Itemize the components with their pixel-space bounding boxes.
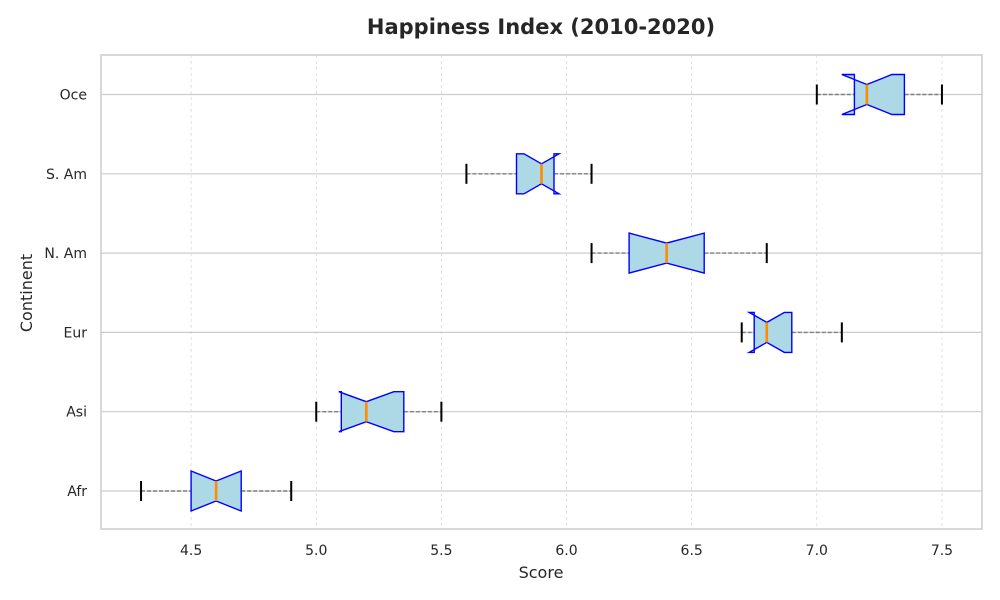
y-tick-label: Eur bbox=[64, 325, 88, 341]
notched-box bbox=[841, 73, 906, 116]
x-tick-label: 6.0 bbox=[555, 543, 577, 559]
y-tick-label: N. Am bbox=[44, 246, 87, 262]
x-tick-label: 7.0 bbox=[806, 543, 828, 559]
grid-layer bbox=[101, 55, 982, 529]
box-afr bbox=[140, 469, 293, 513]
box-nam bbox=[590, 232, 768, 275]
y-tick-label: S. Am bbox=[46, 167, 87, 183]
x-axis-label: Score bbox=[519, 563, 564, 582]
box-asi bbox=[315, 391, 443, 433]
notched-box bbox=[746, 311, 793, 354]
x-tick-label: 6.5 bbox=[681, 543, 703, 559]
chart-title: Happiness Index (2010-2020) bbox=[367, 15, 715, 39]
y-axis-label: Continent bbox=[17, 254, 36, 332]
x-tick-label: 5.5 bbox=[430, 543, 452, 559]
box-oce bbox=[815, 73, 943, 116]
y-tick-labels: Afr Asi Eur N. Am S. Am Oce bbox=[44, 88, 87, 501]
x-tick-label: 7.5 bbox=[931, 543, 953, 559]
y-tick-label: Asi bbox=[66, 405, 87, 421]
box-layer bbox=[140, 73, 943, 513]
plot-frame bbox=[100, 54, 983, 530]
x-tick-labels: 4.5 5.0 5.5 6.0 6.5 7.0 7.5 bbox=[180, 543, 953, 559]
x-tick-label: 5.0 bbox=[305, 543, 327, 559]
x-tick-label: 4.5 bbox=[180, 543, 202, 559]
box-sam bbox=[465, 153, 593, 195]
notched-box bbox=[338, 391, 405, 433]
notched-box bbox=[515, 153, 562, 195]
y-tick-label: Afr bbox=[67, 484, 87, 500]
box-eur bbox=[740, 311, 843, 354]
y-tick-label: Oce bbox=[60, 88, 87, 104]
